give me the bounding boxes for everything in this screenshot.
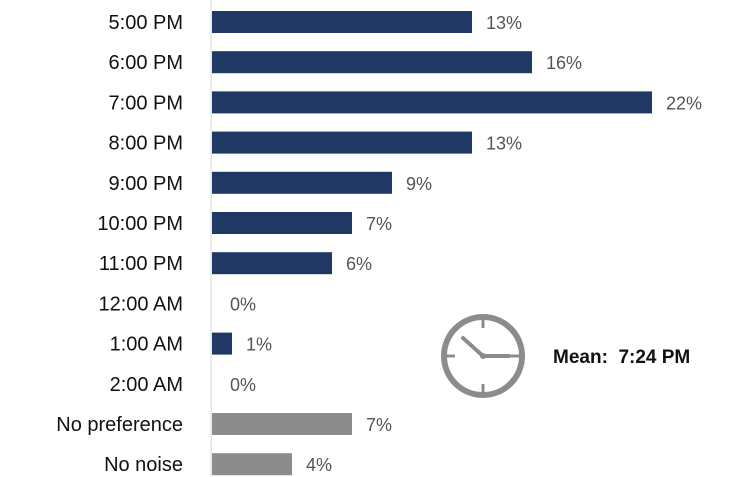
data-label: 0% xyxy=(230,294,256,314)
category-label: 1:00 AM xyxy=(110,334,183,356)
data-label: 16% xyxy=(546,53,582,73)
bar xyxy=(212,131,472,154)
category-label: 2:00 AM xyxy=(110,374,183,396)
mean-annotation: Mean: 7:24 PM xyxy=(553,347,690,368)
category-label: No noise xyxy=(104,454,183,476)
bar xyxy=(212,413,352,435)
data-label: 7% xyxy=(366,415,392,435)
data-label: 6% xyxy=(346,254,372,274)
clock-icon xyxy=(441,314,525,398)
bar xyxy=(212,91,652,114)
data-label: 4% xyxy=(306,455,332,475)
bar xyxy=(212,171,392,194)
data-label: 22% xyxy=(666,93,702,113)
data-label: 13% xyxy=(486,13,522,33)
bar xyxy=(212,453,292,476)
category-label: 9:00 PM xyxy=(109,173,183,195)
bar xyxy=(212,332,232,355)
category-label: 6:00 PM xyxy=(109,52,183,74)
bar xyxy=(212,11,472,33)
category-label: 10:00 PM xyxy=(97,213,183,235)
data-label: 9% xyxy=(406,174,432,194)
category-label: 7:00 PM xyxy=(109,92,183,114)
bars-group: 5:00 PM 13% 6:00 PM 16% 7:00 PM 22% 8:00 PM 13%… xyxy=(56,11,702,476)
data-label: 13% xyxy=(486,134,522,154)
data-label: 1% xyxy=(246,335,272,355)
category-label: 5:00 PM xyxy=(109,12,183,34)
category-label: 12:00 AM xyxy=(98,293,183,315)
category-label: No preference xyxy=(56,414,183,436)
data-label: 0% xyxy=(230,375,256,395)
category-label: 11:00 PM xyxy=(99,253,183,275)
bar xyxy=(212,252,332,275)
category-label: 8:00 PM xyxy=(109,133,183,155)
bar xyxy=(212,51,532,74)
bar xyxy=(212,212,352,234)
data-label: 7% xyxy=(366,214,392,234)
